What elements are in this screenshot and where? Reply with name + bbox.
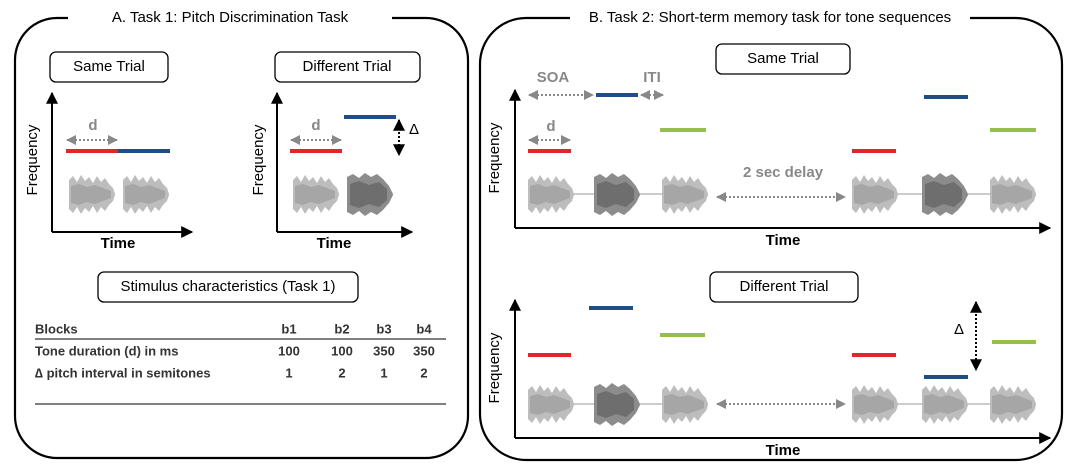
x-axis-label: Time (766, 442, 801, 459)
waveform (922, 385, 968, 424)
waveform (922, 173, 968, 216)
trial-label: Same Trial (747, 50, 819, 67)
x-axis-label: Time (766, 232, 801, 249)
x-axis-label: Time (101, 235, 136, 252)
panel-title: B. Task 2: Short-term memory task for to… (589, 9, 951, 26)
table-cell: 350 (373, 343, 395, 358)
waveform (347, 173, 393, 216)
y-axis-label: Frequency (486, 122, 503, 193)
trial-box (274, 51, 421, 83)
waveform (990, 385, 1036, 424)
table-cell: 1 (285, 365, 292, 380)
waveform (528, 385, 574, 424)
waveform (852, 385, 898, 424)
table-header: b3 (376, 321, 391, 336)
table-header: b4 (416, 321, 432, 336)
table-header: b1 (281, 321, 296, 336)
table-header: b2 (334, 321, 349, 336)
title-background (570, 8, 970, 28)
waveform (594, 383, 640, 426)
waveform (69, 175, 115, 214)
table-cell: ∆ pitch interval in semitones (35, 365, 211, 380)
y-axis-label: Frequency (486, 332, 503, 403)
soa-label: SOA (537, 69, 570, 86)
table-cell: 100 (331, 343, 353, 358)
title-background (68, 8, 392, 28)
table-title: Stimulus characteristics (Task 1) (120, 278, 335, 295)
table-cell: 2 (338, 365, 345, 380)
table-cell: 2 (420, 365, 427, 380)
table-cell: 1 (380, 365, 387, 380)
table-cell: 100 (278, 343, 300, 358)
duration-label: d (311, 117, 320, 134)
table-title-box (97, 271, 359, 303)
panel-b: B. Task 2: Short-term memory task for to… (478, 8, 1064, 462)
delta-label: Δ (954, 321, 964, 338)
delay-label: 2 sec delay (743, 164, 824, 181)
waveform (528, 175, 574, 214)
panel-frame (13, 16, 470, 460)
panel-title: A. Task 1: Pitch Discrimination Task (112, 9, 349, 26)
table-cell: 350 (413, 343, 435, 358)
panel-a: A. Task 1: Pitch Discrimination Task Sam… (13, 8, 470, 460)
y-axis-label: Frequency (250, 124, 267, 195)
waveform (990, 175, 1036, 214)
waveform (123, 175, 169, 214)
trial-box (715, 43, 851, 75)
waveform (662, 175, 708, 214)
waveform (852, 175, 898, 214)
waveform (662, 385, 708, 424)
waveform (594, 173, 640, 216)
trial-label: Different Trial (740, 278, 829, 295)
iti-label: ITI (643, 69, 661, 86)
x-axis-label: Time (317, 235, 352, 252)
trial-box (49, 51, 169, 83)
table-cell: Tone duration (d) in ms (35, 343, 178, 358)
y-axis-label: Frequency (24, 124, 41, 195)
delta-label: Δ (409, 121, 419, 138)
table-header: Blocks (35, 321, 78, 336)
waveform (293, 175, 339, 214)
duration-label: d (546, 118, 555, 135)
trial-box (709, 271, 859, 303)
trial-label: Different Trial (303, 58, 392, 75)
trial-label: Same Trial (73, 58, 145, 75)
duration-label: d (88, 117, 97, 134)
